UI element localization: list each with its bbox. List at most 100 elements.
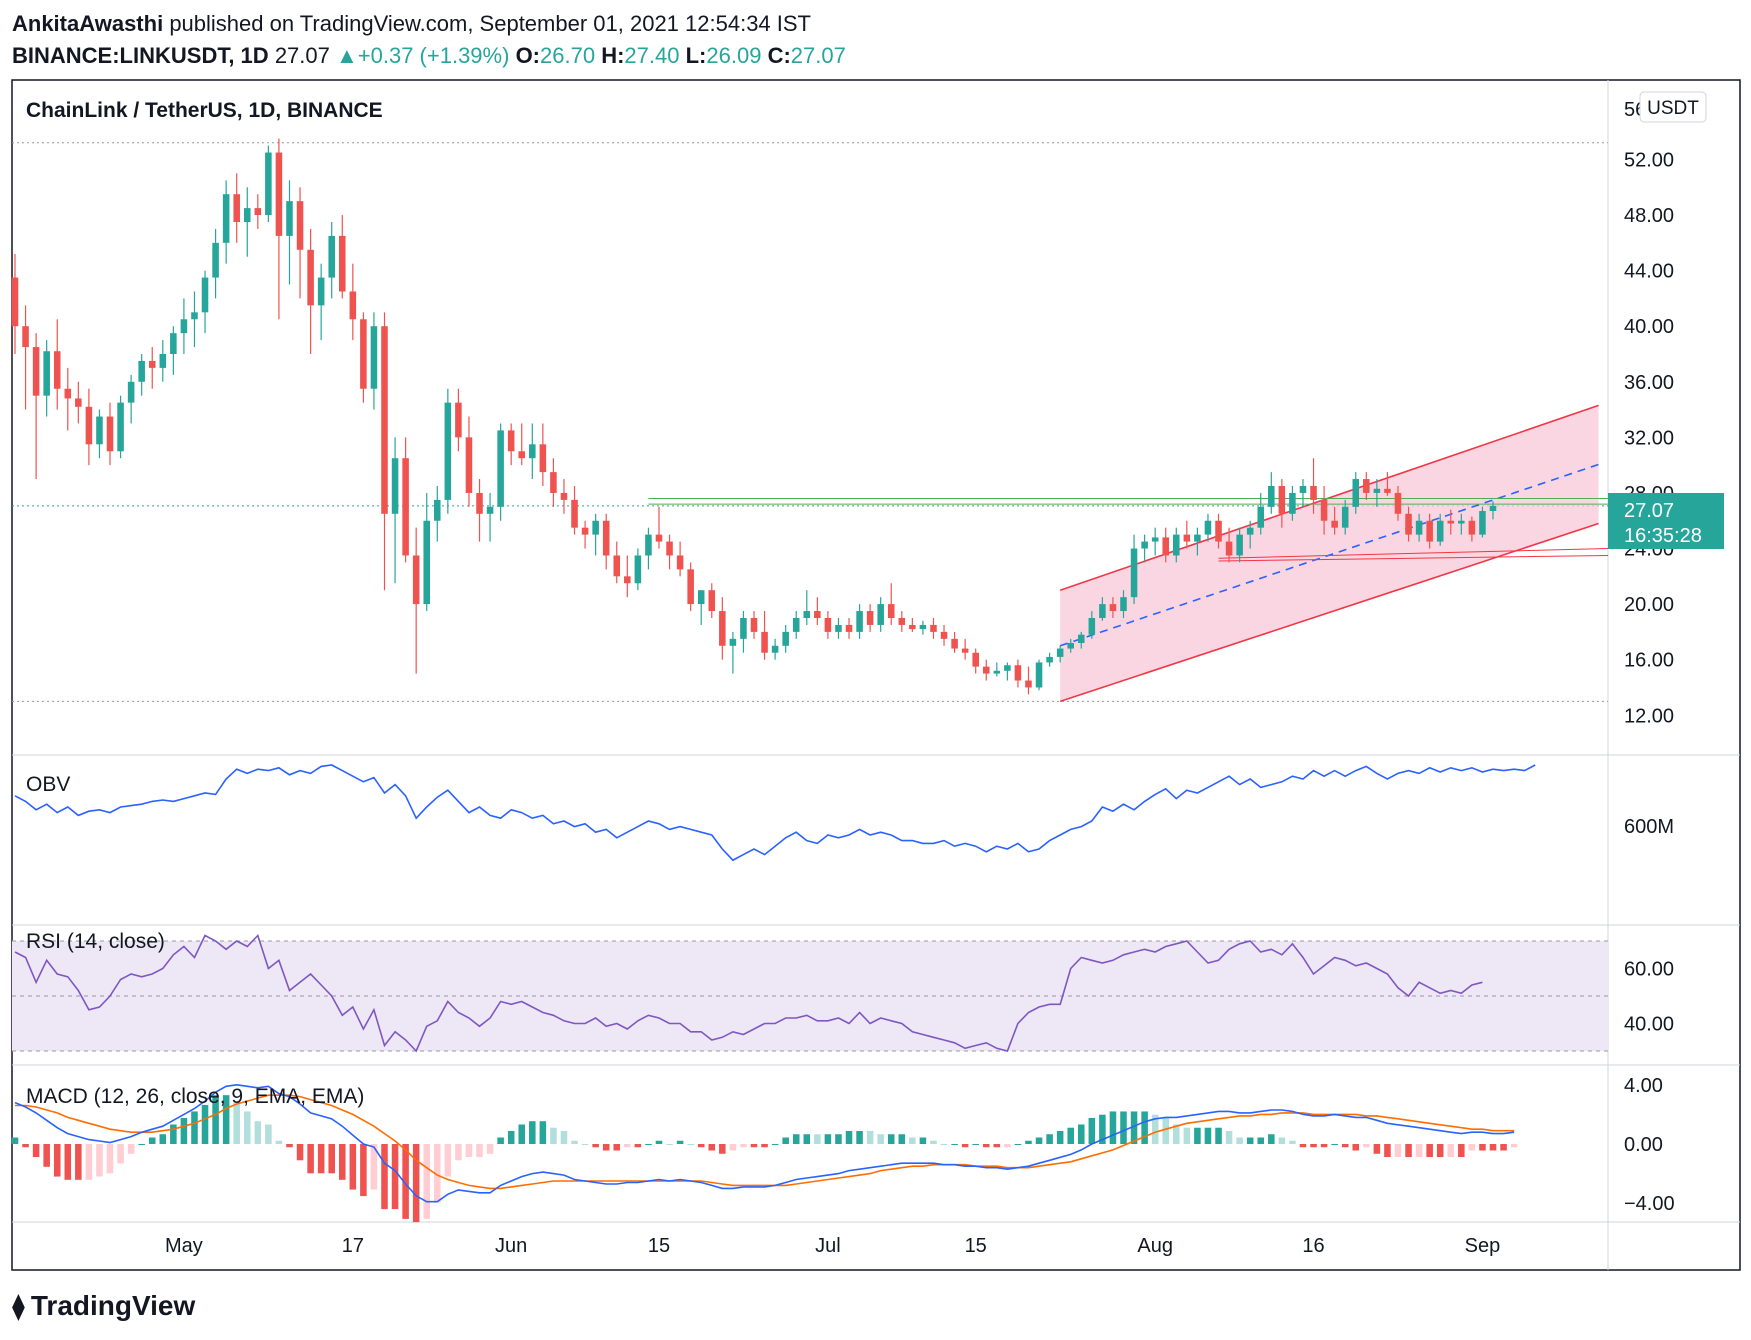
footer: ⧫ TradingView [12,1290,195,1322]
candle-body [1447,520,1455,524]
macd-histogram-bar [529,1121,536,1144]
macd-histogram-bar [1320,1144,1328,1148]
macd-histogram-bar [1225,1130,1233,1144]
candle-body [22,326,29,348]
macd-histogram-bar [1310,1144,1317,1148]
time-tick: 16 [1302,1235,1324,1257]
macd-histogram-bar [444,1144,452,1177]
candle-body [43,351,50,396]
channel-fill [1060,405,1599,702]
candle-body [32,347,40,396]
candle-body [592,520,599,535]
time-tick: Sep [1465,1235,1501,1257]
candle-body [602,520,610,556]
candle-body [243,208,251,222]
candle-body [687,569,694,605]
candle-body [803,611,811,618]
macd-histogram-bar [909,1137,916,1144]
candle-body [381,326,388,514]
candle-body [581,527,589,535]
candle-body [106,416,114,452]
macd-histogram-bar [75,1144,82,1180]
low-label: L: [685,43,707,68]
rsi-tick: 40.00 [1624,1014,1674,1036]
open-label: O: [515,43,541,68]
candle-body [53,351,61,389]
macd-histogram-bar [792,1134,800,1144]
candle-body [317,277,325,306]
publish-info: published on TradingView.com, September … [169,11,811,36]
candle-body [1025,680,1032,688]
candle-body [972,652,979,667]
candle-body [391,458,399,514]
macd-histogram-bar [11,1137,19,1144]
candle-body [1173,534,1180,556]
candle-body [1405,513,1412,535]
macd-histogram-bar [708,1144,716,1151]
macd-histogram-bar [602,1144,610,1151]
candle-body [719,611,726,646]
macd-histogram-bar [803,1134,811,1144]
candle-body [919,624,927,630]
rsi-band [12,941,1608,1051]
macd-histogram-bar [275,1140,283,1144]
macd-histogram-bar [930,1140,937,1144]
macd-histogram-bar [993,1144,1001,1148]
candle-body [1278,486,1286,514]
symbol-label[interactable]: BINANCE:LINKUSDT, 1D [12,43,269,68]
macd-histogram-bar [856,1130,863,1144]
macd-histogram-bar [254,1121,262,1144]
macd-histogram-bar [317,1144,325,1174]
macd-histogram-bar [1067,1127,1074,1144]
macd-histogram-bar [740,1144,747,1148]
macd-histogram-bar [539,1121,547,1144]
macd-histogram-bar [96,1144,103,1177]
macd-histogram-bar [1056,1130,1064,1144]
candle-body [402,458,409,556]
macd-histogram-bar [191,1111,198,1144]
obv-label: OBV [26,773,70,796]
candle-body [1067,643,1074,649]
candle-body [307,249,314,306]
candle-body [1341,506,1349,528]
candle-body [1056,648,1064,657]
macd-histogram-bar [212,1095,219,1144]
macd-histogram-bar [919,1137,927,1144]
candle-body [1130,548,1138,598]
currency-label[interactable]: USDT [1647,98,1699,119]
candle-body [1331,520,1338,528]
macd-histogram-bar [381,1144,388,1210]
currency-box[interactable] [1639,91,1707,123]
candle-body [455,402,462,438]
macd-histogram-bar [286,1144,293,1148]
time-tick: Jul [815,1235,841,1257]
candle-body [539,444,547,473]
macd-histogram-bar [1331,1144,1338,1145]
macd-histogram-bar [961,1144,969,1148]
candle-body [1225,541,1233,556]
ohlc-line: BINANCE:LINKUSDT, 1D 27.07 ▲+0.37 (+1.39… [12,40,846,72]
macd-histogram-bar [106,1144,114,1174]
candle-body [1320,499,1328,521]
macd-histogram-bar [518,1124,526,1144]
macd-histogram-bar [402,1144,409,1219]
candle-body [898,618,906,625]
macd-histogram-bar [845,1130,853,1144]
candle-body [233,194,240,222]
macd-histogram-bar [1130,1111,1138,1144]
candle-body [1489,505,1497,512]
candle-body [412,555,420,605]
candle-body [1046,656,1053,663]
author-name[interactable]: AnkitaAwasthi [12,11,164,36]
rsi-label: RSI (14, close) [26,930,165,953]
macd-histogram-bar [824,1134,832,1144]
macd-histogram-bar [243,1111,251,1144]
macd-histogram-bar [1088,1117,1096,1144]
candle-body [877,604,884,625]
macd-line [14,1083,1515,1203]
price-tick: 16.00 [1624,650,1674,672]
macd-histogram-bar [877,1134,884,1144]
macd-histogram-bar [982,1144,990,1148]
macd-histogram-bar [1384,1144,1391,1158]
